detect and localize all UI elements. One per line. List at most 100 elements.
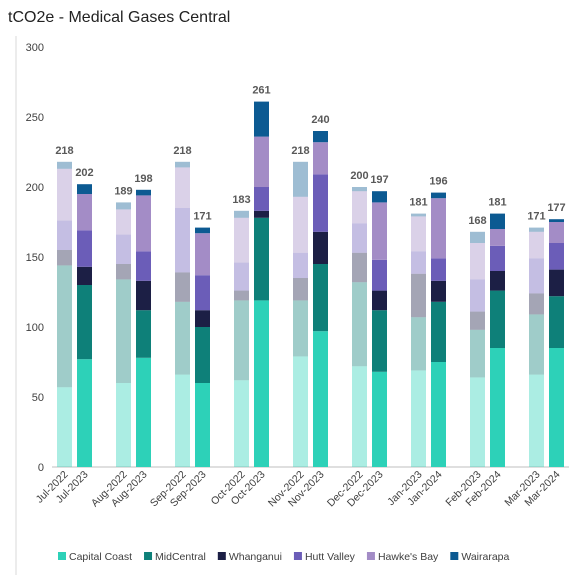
chart-title: tCO2e - Medical Gases Central	[8, 9, 230, 26]
bar-segment	[77, 266, 92, 285]
bar-segment	[136, 280, 151, 311]
bar-segment	[195, 227, 210, 234]
bar-segment	[470, 377, 485, 467]
bar-segment	[431, 258, 446, 281]
bar-segment	[490, 213, 505, 229]
bar-segment	[57, 387, 72, 467]
bar-segment	[116, 383, 131, 467]
bar-segment	[116, 264, 131, 280]
bar-segment	[431, 362, 446, 467]
total-label: 240	[311, 114, 329, 126]
total-label: 218	[291, 145, 309, 157]
bar-segment	[195, 275, 210, 311]
bar-segment	[529, 374, 544, 467]
bar-segment	[77, 194, 92, 231]
total-label: 168	[468, 215, 486, 227]
bar-segment	[470, 311, 485, 330]
legend-swatch	[58, 552, 66, 560]
legend-label: Hutt Valley	[305, 551, 356, 563]
legend-swatch	[366, 552, 375, 560]
bar-segment	[175, 167, 190, 208]
bar-segment	[313, 131, 328, 143]
bar-segment	[254, 187, 269, 211]
total-label: 171	[527, 211, 545, 223]
legend-label: Capital Coast	[69, 551, 132, 563]
legend-label: Wairarapa	[461, 551, 509, 563]
bar-segment	[175, 208, 190, 273]
bar-segment	[293, 252, 308, 278]
y-tick-label: 250	[26, 112, 44, 124]
total-label: 261	[252, 85, 270, 97]
bar-segment	[431, 301, 446, 362]
bar-segment	[372, 202, 387, 260]
y-tick-label: 0	[38, 462, 44, 474]
bar-segment	[352, 223, 367, 253]
bar-segment	[352, 282, 367, 367]
bar-segment	[175, 272, 190, 302]
bar-segment	[77, 285, 92, 360]
bar-segment	[136, 357, 151, 467]
total-label: 177	[547, 202, 565, 214]
bar-segment	[470, 279, 485, 312]
bar-segment	[411, 213, 426, 217]
bar-segment	[529, 314, 544, 375]
bar-segment	[411, 251, 426, 274]
bar-segment	[529, 231, 544, 259]
bar-segment	[116, 234, 131, 264]
bar-segment	[372, 371, 387, 467]
bar-segment	[490, 245, 505, 271]
bar-segment	[372, 290, 387, 311]
total-label: 183	[232, 194, 250, 206]
total-label: 202	[75, 167, 93, 179]
bar-segment	[490, 348, 505, 467]
bar-segment	[293, 161, 308, 197]
bar-segment	[352, 191, 367, 224]
bar-segment	[411, 370, 426, 467]
bar-segment	[529, 227, 544, 232]
legend-label: MidCentral	[155, 551, 206, 563]
bar-segment	[549, 243, 564, 270]
bar-segment	[490, 229, 505, 246]
legend-swatch	[217, 552, 226, 560]
total-label: 171	[193, 211, 211, 223]
bar-segment	[136, 189, 151, 196]
y-tick-label: 50	[32, 392, 44, 404]
bar-segment	[195, 327, 210, 383]
legend-swatch	[293, 552, 302, 560]
bar-segment	[411, 216, 426, 252]
bar-segment	[116, 209, 131, 235]
bar-segment	[313, 231, 328, 264]
bar-segment	[352, 187, 367, 192]
legend-swatch	[144, 552, 153, 560]
bar-segment	[470, 231, 485, 243]
bar-segment	[490, 290, 505, 348]
bar-segment	[195, 310, 210, 327]
bar-segment	[136, 310, 151, 358]
y-tick-label: 200	[26, 182, 44, 194]
bar-segment	[470, 243, 485, 280]
bar-segment	[234, 262, 249, 291]
total-label: 218	[173, 145, 191, 157]
bar-segment	[372, 191, 387, 203]
bar-segment	[136, 195, 151, 252]
bar-segment	[77, 230, 92, 267]
bar-segment	[254, 136, 269, 187]
bar-segment	[549, 269, 564, 297]
bar-segment	[234, 210, 249, 218]
bar-segment	[116, 202, 131, 210]
bar-segment	[195, 383, 210, 467]
bar-segment	[57, 220, 72, 250]
bar-segment	[57, 161, 72, 169]
bar-segment	[549, 219, 564, 222]
bar-segment	[254, 210, 269, 218]
bar-segment	[254, 101, 269, 137]
bar-segment	[57, 265, 72, 388]
y-tick-label: 300	[26, 42, 44, 54]
bar-segment	[411, 317, 426, 371]
bar-segment	[175, 161, 190, 168]
bar-segment	[372, 310, 387, 372]
bar-segment	[529, 258, 544, 294]
legend-label: Hawke's Bay	[378, 551, 439, 563]
bar-segment	[293, 356, 308, 467]
